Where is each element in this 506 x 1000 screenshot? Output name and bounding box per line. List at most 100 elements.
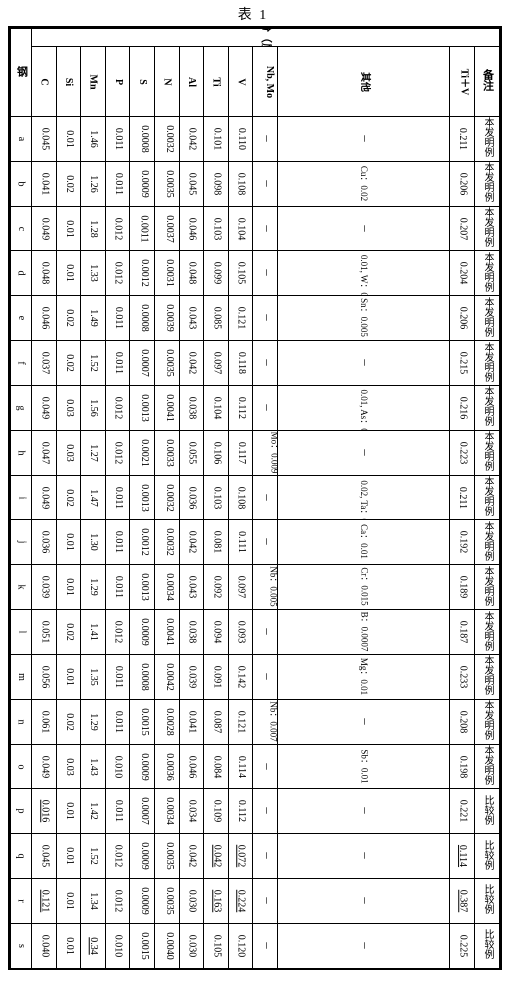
cell-C: 0.061 xyxy=(31,699,56,744)
cell-Ti: 0.105 xyxy=(204,923,229,968)
cell-P: 0.012 xyxy=(105,251,130,296)
cell-Si: 0.02 xyxy=(56,475,81,520)
cell-S: 0.0011 xyxy=(130,206,155,251)
cell-NbMo: － xyxy=(253,206,278,251)
cell-S: 0.0012 xyxy=(130,520,155,565)
cell-TiV: 0.198 xyxy=(450,744,475,789)
cell-remark: 本发明例 xyxy=(474,251,499,296)
cell-TiV: 0.208 xyxy=(450,699,475,744)
cell-Ti: 0.097 xyxy=(204,341,229,386)
cell-Ti: 0.085 xyxy=(204,296,229,341)
cell-V: 0.072 xyxy=(228,834,253,879)
cell-Si: 0.01 xyxy=(56,789,81,834)
cell-N: 0.0035 xyxy=(155,161,180,206)
table-row: a0.0450.011.460.0110.00080.00320.0420.10… xyxy=(11,117,500,162)
cell-P: 0.012 xyxy=(105,430,130,475)
cell-S: 0.0007 xyxy=(130,789,155,834)
cell-steel-id: a xyxy=(11,117,32,162)
cell-Al: 0.046 xyxy=(179,744,204,789)
cell-Si: 0.03 xyxy=(56,744,81,789)
cell-S: 0.0007 xyxy=(130,341,155,386)
cell-NbMo: Nb：0.005 xyxy=(253,565,278,610)
cell-P: 0.011 xyxy=(105,296,130,341)
cell-Ti: 0.163 xyxy=(204,879,229,924)
cell-Mn: 1.26 xyxy=(81,161,106,206)
cell-V: 0.117 xyxy=(228,430,253,475)
cell-NbMo: － xyxy=(253,654,278,699)
cell-Other: Cr：0.015 xyxy=(278,565,450,610)
cell-TiV: 0.221 xyxy=(450,789,475,834)
cell-steel-id: o xyxy=(11,744,32,789)
cell-P: 0.011 xyxy=(105,117,130,162)
cell-Ti: 0.106 xyxy=(204,430,229,475)
col-N: N xyxy=(155,47,180,117)
cell-V: 0.121 xyxy=(228,699,253,744)
cell-Al: 0.036 xyxy=(179,475,204,520)
cell-Mn: 1.46 xyxy=(81,117,106,162)
cell-Ti: 0.084 xyxy=(204,744,229,789)
cell-remark: 比较例 xyxy=(474,834,499,879)
cell-TiV: 0.387 xyxy=(450,879,475,924)
cell-NbMo: － xyxy=(253,789,278,834)
cell-Si: 0.01 xyxy=(56,565,81,610)
cell-TiV: 0.206 xyxy=(450,296,475,341)
cell-Si: 0.02 xyxy=(56,699,81,744)
cell-steel-id: l xyxy=(11,610,32,655)
cell-N: 0.0042 xyxy=(155,654,180,699)
cell-P: 0.011 xyxy=(105,565,130,610)
cell-TiV: 0.215 xyxy=(450,341,475,386)
cell-remark: 本发明例 xyxy=(474,385,499,430)
cell-Si: 0.03 xyxy=(56,430,81,475)
cell-NbMo: － xyxy=(253,475,278,520)
cell-N: 0.0035 xyxy=(155,879,180,924)
cell-P: 0.011 xyxy=(105,520,130,565)
cell-S: 0.0009 xyxy=(130,161,155,206)
cell-Al: 0.042 xyxy=(179,520,204,565)
cell-steel-id: s xyxy=(11,923,32,968)
cell-C: 0.121 xyxy=(31,879,56,924)
cell-Ti: 0.099 xyxy=(204,251,229,296)
cell-C: 0.049 xyxy=(31,475,56,520)
cell-TiV: 0.225 xyxy=(450,923,475,968)
cell-steel-id: d xyxy=(11,251,32,296)
cell-S: 0.0013 xyxy=(130,565,155,610)
cell-NbMo: － xyxy=(253,341,278,386)
cell-V: 0.114 xyxy=(228,744,253,789)
cell-Si: 0.01 xyxy=(56,879,81,924)
cell-remark: 本发明例 xyxy=(474,161,499,206)
cell-steel-id: p xyxy=(11,789,32,834)
col-Al: Al xyxy=(179,47,204,117)
cell-Ti: 0.094 xyxy=(204,610,229,655)
cell-TiV: 0.204 xyxy=(450,251,475,296)
cell-V: 0.224 xyxy=(228,879,253,924)
cell-V: 0.112 xyxy=(228,789,253,834)
cell-remark: 本发明例 xyxy=(474,654,499,699)
table-container: 钢 化学成分（质量%） C Si Mn P S N Al Ti V Nb, Mo… xyxy=(8,26,502,970)
cell-Other: Ni：0.01, W：0.01 xyxy=(278,251,450,296)
cell-Si: 0.02 xyxy=(56,296,81,341)
cell-Mn: 1.29 xyxy=(81,565,106,610)
cell-NbMo: － xyxy=(253,520,278,565)
cell-remark: 比较例 xyxy=(474,879,499,924)
cell-Ti: 0.092 xyxy=(204,565,229,610)
cell-NbMo: － xyxy=(253,385,278,430)
cell-S: 0.0009 xyxy=(130,610,155,655)
cell-N: 0.0040 xyxy=(155,923,180,968)
table-row: m0.0560.011.350.0110.00080.00420.0390.09… xyxy=(11,654,500,699)
cell-P: 0.011 xyxy=(105,699,130,744)
cell-Mn: 1.41 xyxy=(81,610,106,655)
cell-S: 0.0015 xyxy=(130,923,155,968)
table-caption: 表 1 xyxy=(0,4,506,24)
cell-TiV: 0.216 xyxy=(450,385,475,430)
cell-Mn: 1.49 xyxy=(81,296,106,341)
cell-Other: Sb：0.01 xyxy=(278,744,450,789)
cell-Other: Co：0.02, Ta：0.01 xyxy=(278,475,450,520)
cell-Mn: 0.34 xyxy=(81,923,106,968)
cell-Si: 0.01 xyxy=(56,654,81,699)
cell-Ti: 0.087 xyxy=(204,699,229,744)
cell-remark: 本发明例 xyxy=(474,565,499,610)
cell-TiV: 0.114 xyxy=(450,834,475,879)
cell-remark: 本发明例 xyxy=(474,699,499,744)
table-row: c0.0490.011.280.0120.00110.00370.0460.10… xyxy=(11,206,500,251)
cell-P: 0.012 xyxy=(105,834,130,879)
